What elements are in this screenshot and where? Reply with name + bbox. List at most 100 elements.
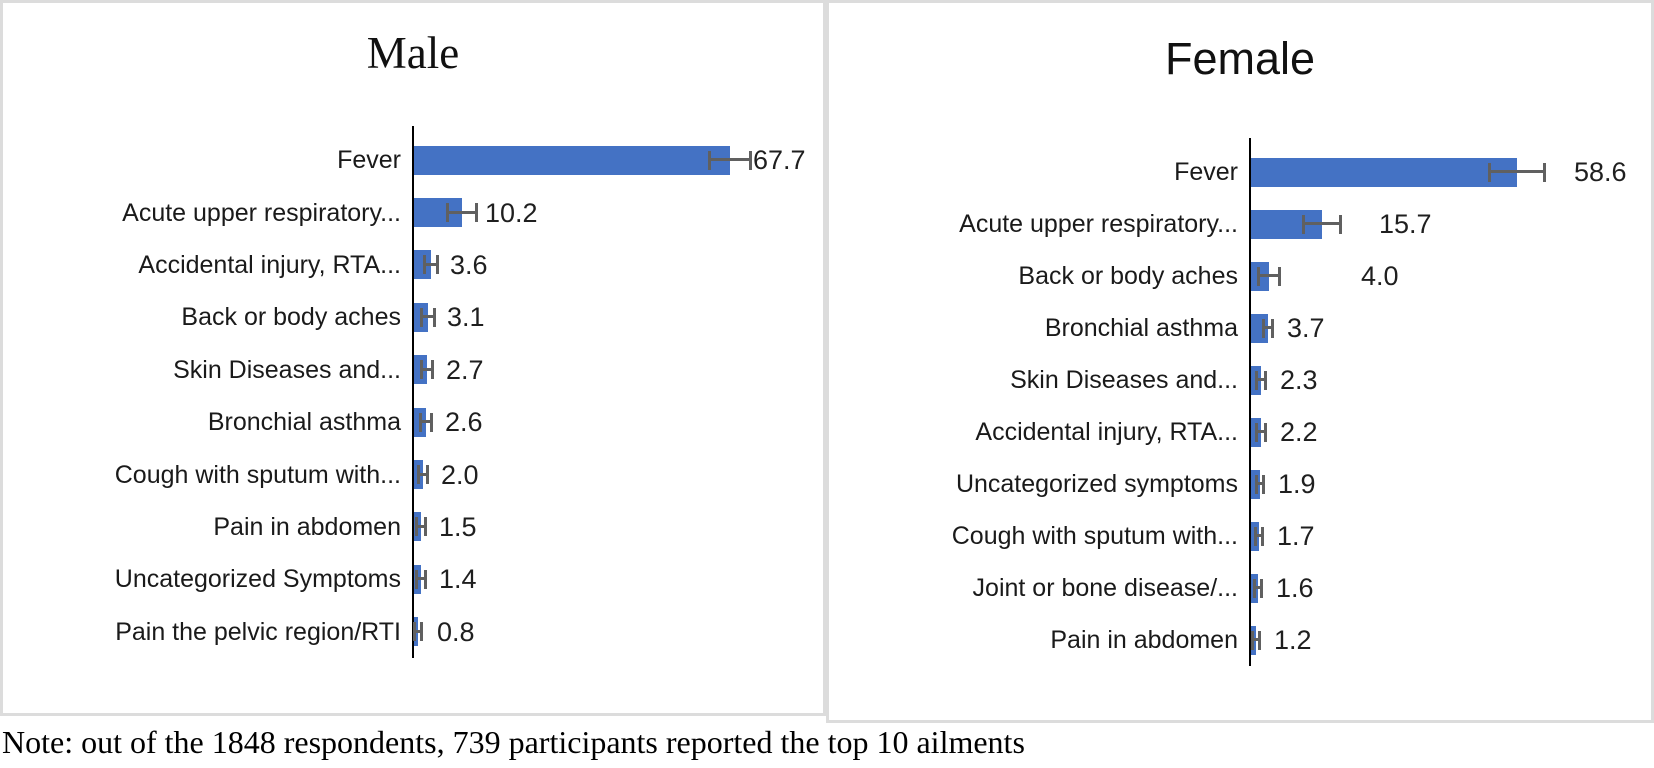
error-bar-line: [1255, 378, 1267, 381]
error-bar: [1255, 474, 1265, 494]
value-label: 1.2: [1274, 625, 1312, 655]
error-bar-right-cap: [431, 360, 434, 380]
error-bar: [419, 412, 433, 432]
error-bar-right-cap: [1271, 318, 1274, 338]
error-bar: [1488, 162, 1546, 182]
category-label: Pain in abdomen: [213, 512, 401, 541]
category-axis-line: [412, 126, 414, 658]
value-label: 2.2: [1280, 417, 1318, 447]
category-label: Bronchial asthma: [207, 408, 401, 437]
error-bar-line: [419, 420, 433, 424]
error-bar-line: [1255, 430, 1267, 433]
bar-row: Joint or bone disease/... 1.6: [829, 562, 1651, 614]
error-bar-right-cap: [749, 150, 752, 170]
bar-row: Back or body aches 4.0: [829, 250, 1651, 302]
error-bar: [415, 569, 427, 589]
female-chart-panel: Female Fever 58.6 Acute upper respiratory.…: [826, 0, 1654, 723]
error-bar-right-cap: [426, 465, 429, 485]
bar-row: Acute upper respiratory... 10.2: [3, 186, 823, 238]
value-label: 0.8: [437, 616, 475, 647]
error-bar: [420, 360, 434, 380]
value-label: 67.7: [753, 145, 806, 176]
error-bar-left-cap: [415, 569, 418, 589]
error-bar-left-cap: [1262, 318, 1265, 338]
error-bar-line: [708, 158, 752, 162]
female-plot-area: Fever 58.6 Acute upper respiratory... 15.7 B…: [829, 3, 1651, 720]
error-bar-left-cap: [1257, 266, 1260, 286]
bar-row: Uncategorized symptoms 1.9: [829, 458, 1651, 510]
category-label: Back or body aches: [181, 303, 401, 332]
error-bar: [1302, 214, 1342, 234]
error-bar-line: [1253, 586, 1263, 589]
figure-note: Note: out of the 1848 respondents, 739 p…: [2, 724, 1025, 760]
error-bar-line: [1257, 274, 1281, 277]
error-bar-left-cap: [446, 203, 449, 223]
error-bar: [446, 203, 478, 223]
error-bar-left-cap: [1251, 630, 1254, 650]
male-chart-panel: Male Fever 67.7 Acute upper respiratory...…: [0, 0, 826, 716]
bar-row: Bronchial asthma 2.6: [3, 396, 823, 448]
category-label: Fever: [1174, 158, 1238, 186]
error-bar-left-cap: [413, 622, 416, 642]
bar: [1251, 157, 1517, 187]
category-axis-line: [1249, 138, 1251, 666]
error-bar-line: [1262, 326, 1274, 329]
bar-row: Skin Diseases and... 2.3: [829, 354, 1651, 406]
error-bar-line: [420, 367, 434, 371]
bar-row: Accidental injury, RTA... 3.6: [3, 239, 823, 291]
bar-row: Skin Diseases and... 2.7: [3, 344, 823, 396]
category-label: Pain the pelvic region/RTI: [115, 617, 401, 646]
error-bar-right-cap: [1543, 162, 1546, 182]
bar-row: Cough with sputum with... 2.0: [3, 448, 823, 500]
error-bar: [413, 622, 423, 642]
error-bar-right-cap: [420, 622, 423, 642]
value-label: 1.4: [439, 564, 477, 595]
error-bar: [420, 307, 436, 327]
error-bar: [1255, 422, 1267, 442]
error-bar-left-cap: [420, 307, 423, 327]
category-label: Uncategorized symptoms: [955, 470, 1238, 498]
category-label: Joint or bone disease/...: [972, 574, 1238, 602]
error-bar-line: [1488, 170, 1546, 173]
error-bar-left-cap: [1253, 578, 1256, 598]
error-bar-right-cap: [430, 412, 433, 432]
value-label: 4.0: [1361, 261, 1399, 291]
bar-row: Cough with sputum with... 1.7: [829, 510, 1651, 562]
error-bar-line: [415, 577, 427, 581]
error-bar-left-cap: [420, 360, 423, 380]
error-bar-line: [1255, 482, 1265, 485]
category-label: Accidental injury, RTA...: [138, 250, 401, 279]
error-bar-left-cap: [1302, 214, 1305, 234]
value-label: 3.7: [1287, 313, 1325, 343]
error-bar: [1251, 630, 1261, 650]
bar-row: Pain in abdomen 1.5: [3, 501, 823, 553]
error-bar-left-cap: [1254, 526, 1257, 546]
error-bar-line: [417, 472, 429, 476]
error-bar: [1254, 526, 1264, 546]
bar-row: Acute upper respiratory... 15.7: [829, 198, 1651, 250]
error-bar: [415, 517, 427, 537]
female-chart-title: Female: [1164, 33, 1316, 84]
value-label: 1.9: [1278, 469, 1316, 499]
error-bar-line: [415, 524, 427, 528]
value-label: 2.0: [441, 459, 479, 490]
error-bar-right-cap: [1262, 474, 1265, 494]
error-bar: [1257, 266, 1281, 286]
error-bar-line: [446, 210, 478, 214]
category-label: Accidental injury, RTA...: [975, 418, 1238, 446]
bar-row: Pain in abdomen 1.2: [829, 614, 1651, 666]
value-label: 2.7: [446, 354, 484, 385]
bar-row: Uncategorized Symptoms 1.4: [3, 553, 823, 605]
bar: [414, 250, 431, 280]
male-plot-area: Fever 67.7 Acute upper respiratory... 10.2 A…: [3, 3, 823, 713]
error-bar-left-cap: [1255, 422, 1258, 442]
error-bar-right-cap: [1278, 266, 1281, 286]
error-bar-right-cap: [475, 203, 478, 223]
value-label: 3.6: [450, 249, 488, 280]
error-bar-left-cap: [1488, 162, 1491, 182]
category-label: Skin Diseases and...: [173, 355, 401, 384]
value-label: 15.7: [1379, 209, 1432, 239]
bar: [414, 145, 730, 175]
error-bar-left-cap: [708, 150, 711, 170]
category-label: Cough with sputum with...: [114, 460, 401, 489]
